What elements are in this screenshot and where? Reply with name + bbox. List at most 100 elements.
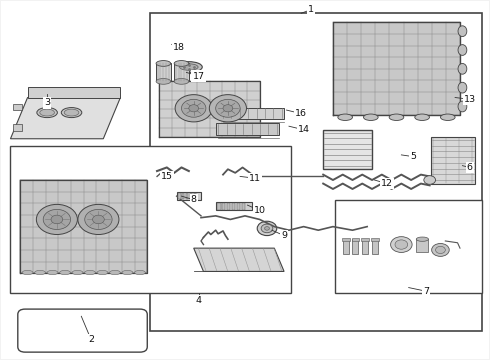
Ellipse shape (179, 64, 198, 70)
Ellipse shape (61, 108, 82, 118)
Ellipse shape (72, 270, 83, 275)
Bar (182, 193, 184, 199)
Bar (352, 239, 358, 253)
Bar (220, 108, 284, 119)
Bar (431, 137, 475, 184)
Polygon shape (27, 87, 121, 98)
Ellipse shape (37, 108, 57, 118)
Bar (174, 63, 189, 81)
Ellipse shape (458, 101, 467, 112)
Ellipse shape (458, 45, 467, 55)
Ellipse shape (122, 270, 133, 275)
Bar (362, 239, 368, 253)
Bar (216, 123, 279, 135)
Ellipse shape (22, 270, 33, 275)
Circle shape (432, 243, 449, 256)
Bar (216, 202, 252, 211)
Ellipse shape (110, 270, 121, 275)
Text: 3: 3 (44, 98, 50, 107)
Bar (242, 203, 245, 210)
Text: 9: 9 (281, 231, 287, 240)
Circle shape (189, 105, 198, 112)
Ellipse shape (35, 270, 46, 275)
Bar (361, 238, 369, 241)
Bar (190, 193, 192, 199)
Circle shape (78, 204, 119, 234)
Ellipse shape (338, 114, 352, 121)
Bar (194, 193, 196, 199)
Polygon shape (10, 98, 121, 139)
Bar (178, 193, 180, 199)
Bar (323, 130, 372, 169)
Circle shape (223, 105, 233, 112)
Text: 1: 1 (308, 5, 314, 14)
Bar (150, 13, 482, 330)
Ellipse shape (175, 62, 202, 72)
Circle shape (209, 95, 246, 122)
Bar (176, 192, 201, 200)
Text: 10: 10 (254, 206, 266, 215)
Bar (227, 203, 230, 210)
Text: 14: 14 (297, 125, 310, 134)
Bar (186, 193, 188, 199)
Ellipse shape (458, 63, 467, 74)
Ellipse shape (174, 60, 189, 66)
Bar (351, 238, 359, 241)
Bar (237, 203, 240, 210)
Bar (217, 203, 220, 210)
Text: 5: 5 (411, 152, 416, 161)
Ellipse shape (156, 60, 171, 66)
Bar (335, 200, 482, 293)
Text: 15: 15 (161, 172, 173, 181)
Ellipse shape (156, 78, 171, 84)
Ellipse shape (415, 114, 429, 121)
Ellipse shape (364, 114, 378, 121)
Text: 13: 13 (464, 95, 476, 104)
Circle shape (395, 240, 408, 249)
Circle shape (93, 215, 104, 224)
Bar (371, 238, 379, 241)
Ellipse shape (47, 270, 58, 275)
Bar (13, 124, 22, 131)
Ellipse shape (458, 26, 467, 37)
Ellipse shape (441, 114, 455, 121)
Ellipse shape (64, 109, 79, 116)
Circle shape (36, 204, 77, 234)
Text: 2: 2 (88, 335, 94, 344)
Text: 11: 11 (249, 174, 261, 183)
Text: 8: 8 (191, 195, 196, 204)
Bar (13, 104, 22, 110)
Ellipse shape (174, 78, 189, 84)
Circle shape (436, 246, 445, 253)
Circle shape (175, 95, 212, 122)
Bar (232, 203, 235, 210)
Text: 7: 7 (423, 287, 429, 296)
Text: 4: 4 (196, 296, 201, 305)
Bar (416, 239, 428, 252)
Bar (20, 180, 147, 273)
Circle shape (85, 210, 112, 229)
Ellipse shape (389, 114, 404, 121)
Text: 17: 17 (193, 72, 205, 81)
Bar (372, 239, 378, 253)
Circle shape (261, 224, 273, 233)
Bar (342, 238, 349, 241)
Bar (10, 146, 292, 293)
Text: 6: 6 (467, 163, 473, 172)
Polygon shape (194, 248, 284, 271)
Circle shape (257, 221, 277, 235)
Ellipse shape (60, 270, 71, 275)
Ellipse shape (135, 270, 146, 275)
Bar (222, 203, 225, 210)
Circle shape (391, 237, 412, 252)
Circle shape (216, 99, 240, 117)
Ellipse shape (416, 237, 428, 241)
Ellipse shape (97, 270, 108, 275)
Text: 12: 12 (381, 179, 392, 188)
Circle shape (265, 226, 270, 230)
Bar (156, 63, 171, 81)
Bar (333, 22, 460, 116)
Circle shape (43, 210, 71, 229)
Circle shape (181, 99, 206, 117)
Text: 18: 18 (173, 43, 185, 52)
